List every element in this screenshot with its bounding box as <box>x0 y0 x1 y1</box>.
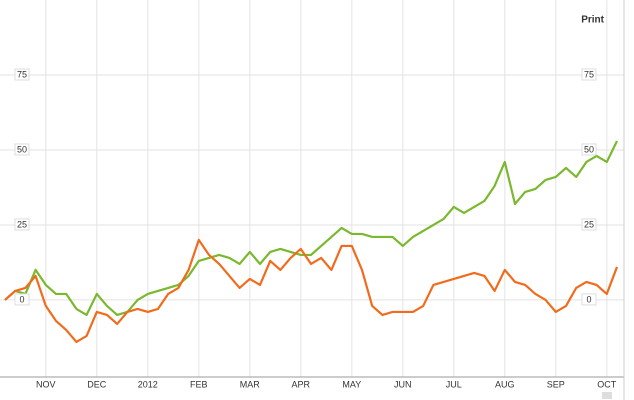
x-tick-label: APR <box>292 379 311 389</box>
y-tick-label: 75 <box>17 69 27 79</box>
y-tick-label: 0 <box>586 294 591 304</box>
x-tick-label: DEC <box>87 379 107 389</box>
x-tick-label: JUL <box>446 379 462 389</box>
series-line <box>4 140 618 317</box>
tick-box <box>14 143 30 156</box>
tick-box <box>581 143 597 156</box>
tick-box <box>581 293 597 306</box>
y-tick-label: 50 <box>584 144 594 154</box>
tick-box <box>581 68 597 81</box>
x-tick-label: AUG <box>495 379 515 389</box>
x-tick-label: MAY <box>342 379 361 389</box>
y-tick-label: 0 <box>19 294 24 304</box>
print-button[interactable]: Print <box>581 15 604 26</box>
y-tick-label: 25 <box>584 219 594 229</box>
series-line <box>4 238 619 344</box>
x-tick-label: FEB <box>190 379 208 389</box>
y-tick-label: 50 <box>17 144 27 154</box>
tick-box <box>581 218 597 231</box>
x-tick-label: 2012 <box>138 379 158 389</box>
icon <box>602 392 612 399</box>
y-tick-label: 75 <box>584 69 594 79</box>
x-tick-label: JUN <box>394 379 412 389</box>
x-tick-label: OCT <box>597 379 617 389</box>
x-tick-label: MAR <box>240 379 261 389</box>
tick-box <box>14 68 30 81</box>
tick-box <box>14 293 30 306</box>
y-tick-label: 25 <box>17 219 27 229</box>
x-tick-label: NOV <box>36 379 56 389</box>
x-tick-label: SEP <box>547 379 565 389</box>
tick-box <box>14 218 30 231</box>
